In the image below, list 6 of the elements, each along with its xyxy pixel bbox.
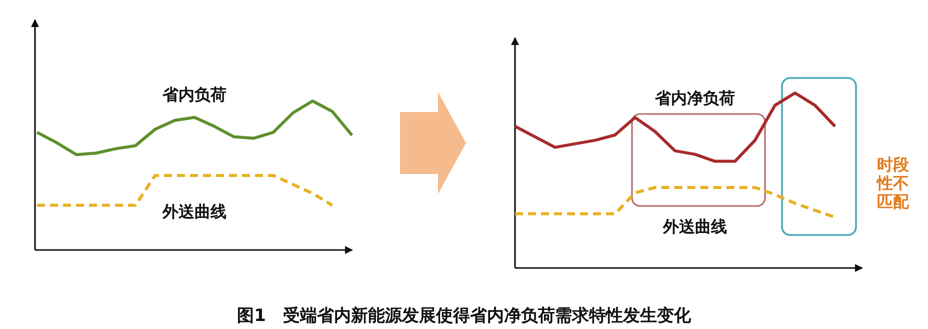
series-label: 外送曲线 <box>662 216 727 236</box>
caption: 图1 受端省内新能源发展使得省内净负荷需求特性发生变化 <box>237 306 692 326</box>
text: 时段性不匹配 <box>876 155 910 211</box>
series-label: 省内负荷 <box>162 84 226 104</box>
series-label: 省内净负荷 <box>654 88 735 108</box>
series-label: 外送曲线 <box>162 202 226 221</box>
